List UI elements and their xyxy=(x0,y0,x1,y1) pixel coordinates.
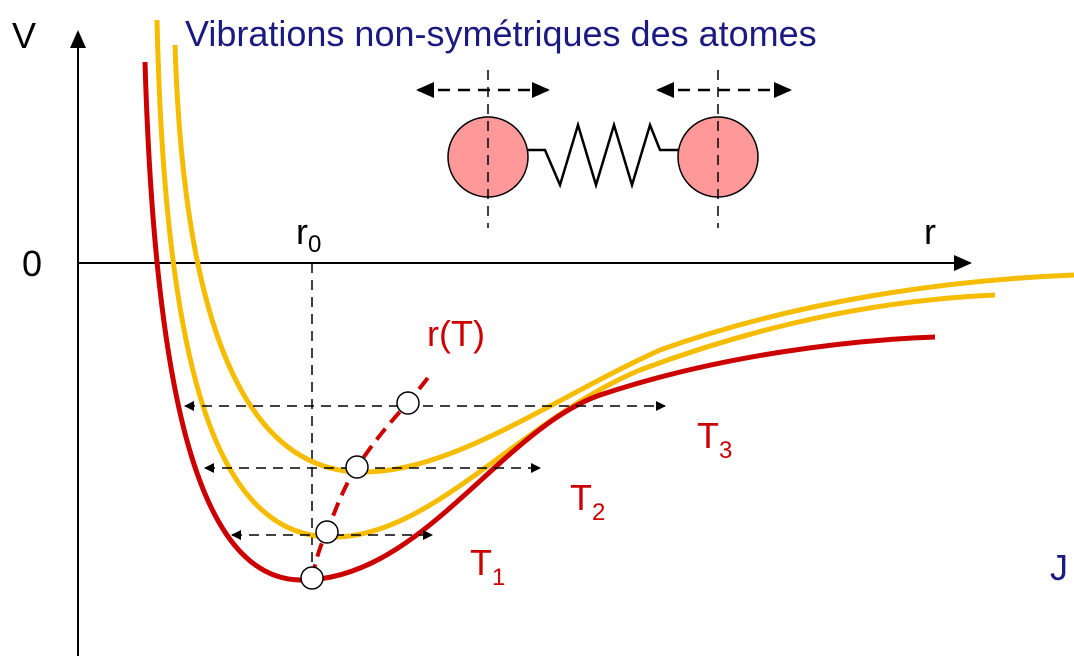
t-sub: 1 xyxy=(492,564,505,591)
curve-t2 xyxy=(154,19,996,540)
r0-base: r xyxy=(296,211,308,252)
mean-point xyxy=(315,520,339,544)
r-t-label: r(T) xyxy=(427,313,485,354)
mean-point xyxy=(345,455,369,479)
t3-label: T3 xyxy=(697,415,732,464)
x-axis-label: r xyxy=(924,211,936,252)
t-base: T xyxy=(697,415,719,456)
edge-label: J xyxy=(1050,547,1068,588)
t-base: T xyxy=(470,542,492,583)
curve-t3 xyxy=(172,44,1074,475)
origin-label: 0 xyxy=(22,243,42,284)
mean-point xyxy=(300,566,324,590)
mean-point xyxy=(396,391,420,415)
t-sub: 2 xyxy=(592,499,605,526)
t-base: T xyxy=(570,477,592,518)
title: Vibrations non-symétriques des atomes xyxy=(185,13,817,54)
r0-label: r0 xyxy=(296,211,321,258)
r0-sub: 0 xyxy=(308,231,321,258)
t-sub: 3 xyxy=(719,437,732,464)
spring xyxy=(528,120,678,190)
y-axis-label: V xyxy=(12,15,36,56)
t2-label: T2 xyxy=(570,477,605,526)
curve-t1 xyxy=(142,61,936,583)
t1-label: T1 xyxy=(470,542,505,591)
